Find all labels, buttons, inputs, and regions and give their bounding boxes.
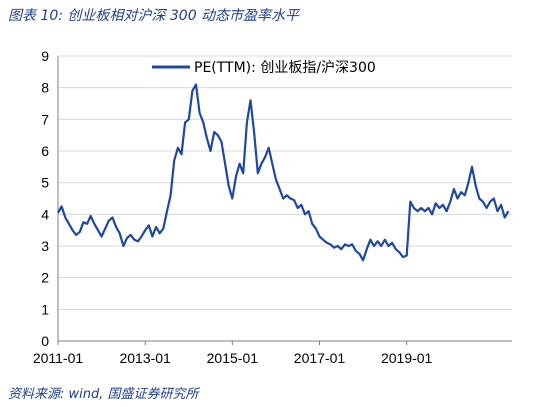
gridlines	[58, 55, 512, 310]
y-tick-label-5: 5	[41, 175, 49, 191]
y-tick-label-1: 1	[41, 301, 49, 317]
y-tick-label-9: 9	[41, 48, 49, 64]
x-tick-label-2015-01: 2015-01	[207, 350, 259, 366]
series-line-pe-ratio	[57, 83, 510, 262]
y-tick-label-0: 0	[41, 333, 49, 349]
x-tick-label-2019-01: 2019-01	[381, 350, 433, 366]
legend-label: PE(TTM): 创业板指/沪深300	[194, 60, 376, 76]
figure-title: 图表 10: 创业板相对沪深 300 动态市盈率水平	[8, 8, 300, 24]
axes	[57, 56, 512, 345]
y-tick-label-3: 3	[41, 238, 49, 254]
y-tick-label-6: 6	[41, 143, 49, 159]
y-axis-tick-labels: 0 1 2 3 4 5 6 7 8 9	[41, 48, 49, 349]
y-tick-label-4: 4	[41, 206, 49, 222]
legend: PE(TTM): 创业板指/沪深300	[152, 60, 376, 76]
x-axis-tick-labels: 2011-01 2013-01 2015-01 2017-01 2019-01	[33, 350, 433, 366]
figure-source: 资料来源: wind, 国盛证券研究所	[8, 387, 199, 402]
y-tick-label-8: 8	[41, 80, 49, 96]
y-tick-label-2: 2	[41, 270, 49, 286]
y-tick-label-7: 7	[41, 111, 49, 127]
x-tick-label-2017-01: 2017-01	[294, 350, 346, 366]
x-tick-label-2013-01: 2013-01	[119, 350, 171, 366]
x-tick-label-2011-01: 2011-01	[33, 350, 84, 366]
